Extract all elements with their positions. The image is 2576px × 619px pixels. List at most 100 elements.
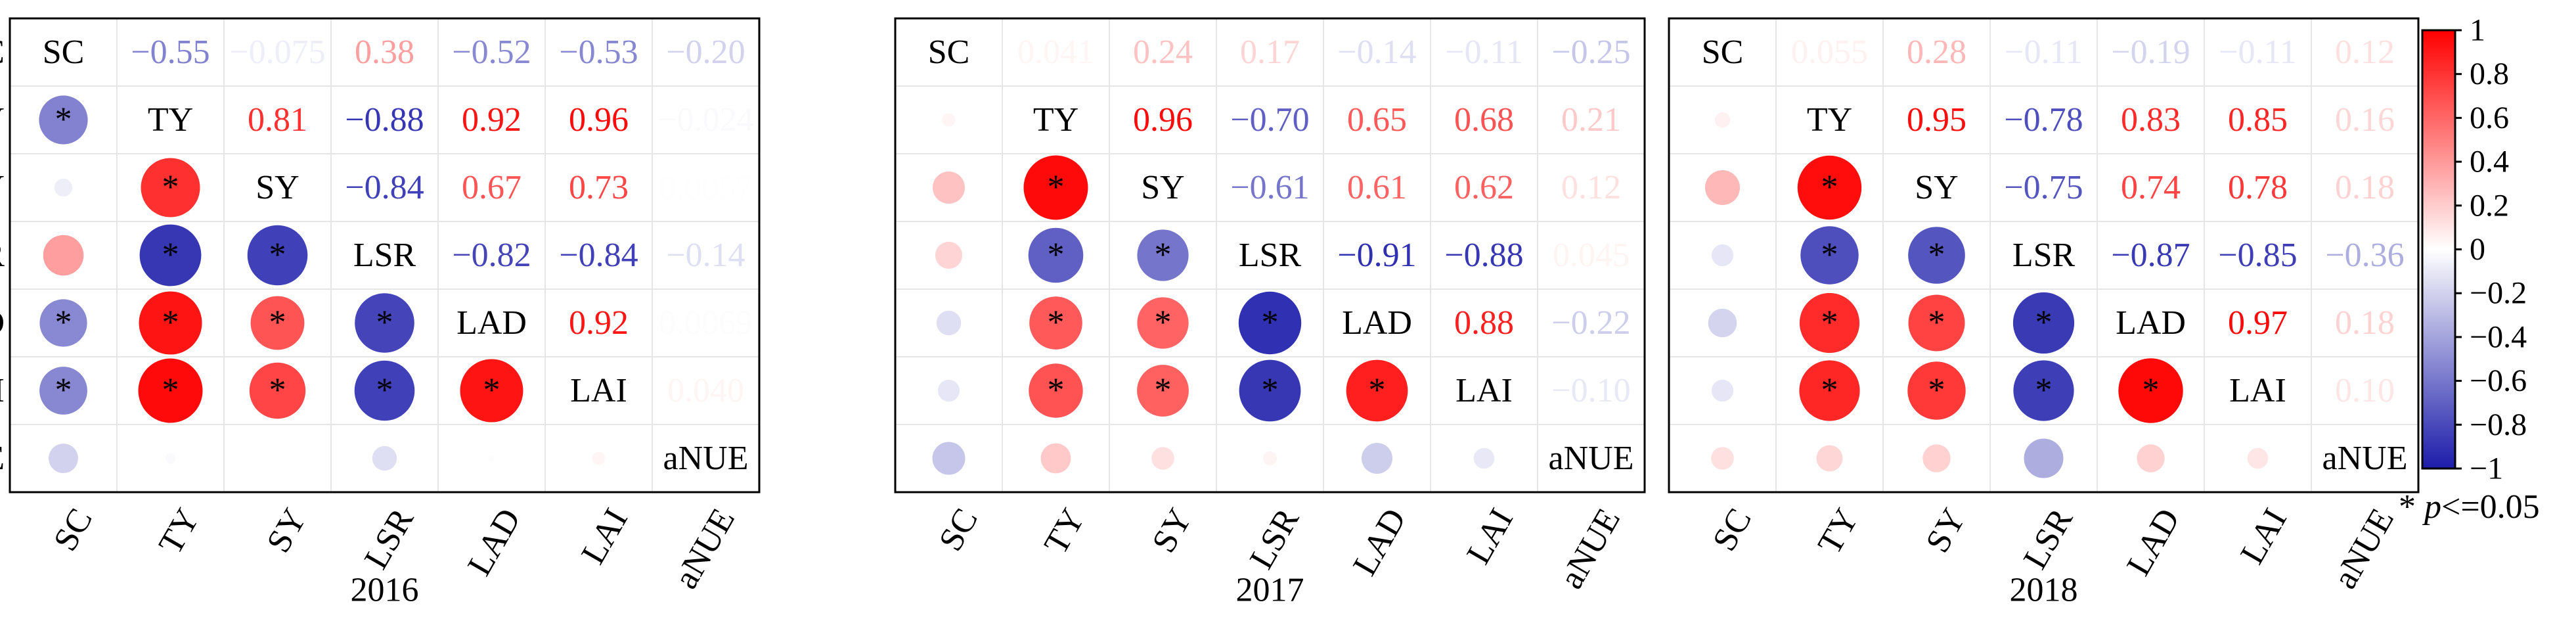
correlation-circle: [2118, 358, 2183, 423]
diagonal-label-ty: TY: [1033, 101, 1078, 139]
x-tick-label: aNUE: [667, 503, 742, 595]
x-tick-label: LAD: [460, 503, 528, 582]
correlation-circle: [2247, 447, 2269, 469]
correlation-circle: [489, 455, 495, 461]
significance-star: *: [162, 372, 179, 409]
correlation-circle: [1908, 294, 1965, 352]
correlation-circle: [1023, 155, 1088, 220]
coefficient-label: 0.61: [1347, 169, 1407, 206]
colorbar-tick-label: 1: [2470, 13, 2485, 48]
y-tick-label: LAD: [0, 304, 5, 342]
coefficient-label: 0.18: [2335, 169, 2395, 206]
correlation-circle: [39, 367, 87, 415]
correlation-circle: [249, 362, 306, 419]
diagonal-label-anue: aNUE: [2322, 440, 2408, 477]
coefficient-label: −0.75: [2004, 169, 2083, 206]
coefficient-label: −0.25: [1551, 34, 1630, 71]
correlation-circle: [1239, 359, 1301, 422]
coefficient-label: 0.73: [569, 169, 629, 206]
diagonal-label-ty: TY: [148, 101, 193, 139]
correlation-circle: [1029, 363, 1083, 418]
x-tick-label: SY: [1919, 503, 1973, 559]
significance-star: *: [483, 372, 500, 409]
x-tick-label: LAI: [1459, 503, 1521, 571]
correlation-circle: [2013, 360, 2074, 421]
significance-star: *: [2143, 372, 2160, 409]
coefficient-label: 0.65: [1347, 101, 1407, 139]
correlation-circle: [2024, 438, 2064, 478]
correlation-circle: [937, 379, 960, 402]
coefficient-label: 0.96: [569, 101, 629, 139]
diagonal-label-ty: TY: [1807, 101, 1852, 139]
significance-star: *: [1155, 237, 1172, 274]
correlation-circle: [165, 453, 176, 464]
coefficient-label: 0.81: [248, 101, 307, 139]
significance-star: *: [1821, 372, 1838, 409]
correlation-circle: [1922, 444, 1951, 472]
significance-star: *: [162, 169, 179, 206]
y-tick-label: aNUE: [0, 440, 5, 477]
x-tick-label: LSR: [357, 502, 421, 575]
x-tick-label: SY: [259, 503, 314, 559]
coefficient-label: 0.12: [2335, 34, 2395, 71]
correlation-circle: [1028, 227, 1084, 283]
coefficient-label: 0.24: [1133, 34, 1193, 71]
coefficient-label: −0.61: [1230, 169, 1309, 206]
correlation-circle: [247, 225, 308, 286]
coefficient-label: −0.52: [452, 34, 531, 71]
correlation-circle: [372, 446, 397, 471]
diagonal-label-lai: LAI: [1455, 372, 1513, 409]
x-tick-label: LAD: [2120, 503, 2187, 582]
coefficient-label: −0.20: [666, 34, 745, 71]
colorbar-tick-label: 0.4: [2470, 145, 2509, 179]
coefficient-label: −0.11: [1445, 34, 1522, 71]
colorbar-tick-label: −0.6: [2470, 363, 2527, 398]
coefficient-label: −0.024: [657, 101, 753, 139]
colorbar-tick-label: 0.2: [2470, 188, 2509, 223]
coefficient-label: 0.68: [1454, 101, 1514, 139]
coefficient-label: −0.78: [2004, 101, 2083, 139]
coefficient-label: −0.36: [2325, 237, 2404, 274]
diagonal-label-sc: SC: [1702, 34, 1744, 71]
coefficient-label: 0.92: [462, 101, 522, 139]
correlation-circle: [1705, 170, 1740, 205]
diagonal-label-sy: SY: [1915, 169, 1958, 206]
colorbar-tick-label: −0.8: [2470, 407, 2527, 442]
correlation-circle: [1907, 361, 1966, 420]
significance-star: *: [1928, 237, 1945, 274]
coefficient-label: −0.88: [345, 101, 424, 139]
coefficient-label: −0.53: [559, 34, 638, 71]
significance-star: *: [1928, 304, 1945, 342]
panel-2016: SC −0.55 −0.075 0.38 −0.52 −0.53 −0.20* TY 0.81−…: [0, 17, 761, 609]
significance-note: * p<=0.05: [2399, 488, 2540, 526]
diagonal-label-anue: aNUE: [663, 440, 749, 477]
significance-star: *: [1262, 372, 1279, 409]
diagonal-label-sy: SY: [255, 169, 299, 206]
coefficient-label: 0.17: [1240, 34, 1300, 71]
significance-star: *: [1821, 169, 1838, 206]
correlation-circle: [936, 310, 962, 336]
correlation-circle: [39, 95, 88, 145]
correlation-circle: [1711, 447, 1734, 470]
significance-star: *: [55, 101, 72, 139]
correlation-circle: [1799, 292, 1860, 354]
coefficient-label: 0.67: [462, 169, 522, 206]
significance-star: *: [1155, 304, 1172, 342]
coefficient-label: 0.0057: [659, 169, 753, 206]
coefficient-label: −0.88: [1444, 237, 1523, 274]
correlation-circle: [250, 296, 305, 350]
x-tick-label: LAI: [574, 503, 635, 571]
coefficient-label: 0.96: [1133, 101, 1193, 139]
coefficient-label: 0.92: [569, 304, 629, 342]
coefficient-label: 0.97: [2228, 304, 2288, 342]
significance-star: *: [1048, 169, 1065, 206]
significance-star: *: [1369, 372, 1386, 409]
coefficient-label: −0.91: [1337, 237, 1416, 274]
correlation-circle: [2137, 444, 2165, 472]
x-tick-label: SC: [47, 503, 100, 558]
diagonal-label-lad: LAD: [2116, 304, 2186, 342]
colorbar-tick-label: −0.2: [2470, 276, 2527, 311]
coefficient-label: −0.19: [2111, 34, 2190, 71]
significance-star: *: [162, 304, 179, 342]
significance-star: *: [269, 372, 286, 409]
